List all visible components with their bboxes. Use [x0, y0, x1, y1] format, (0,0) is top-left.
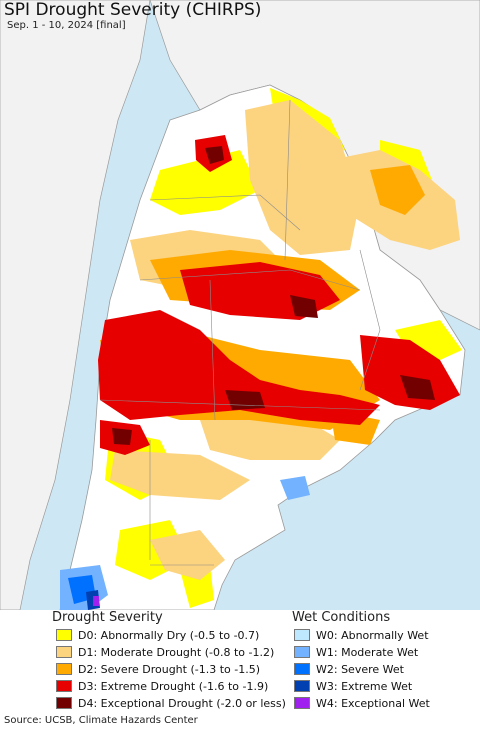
- legend-label: D0: Abnormally Dry (-0.5 to -0.7): [78, 628, 260, 642]
- legend-item-d0: D0: Abnormally Dry (-0.5 to -0.7): [56, 627, 259, 643]
- legend-item-d4: D4: Exceptional Drought (-2.0 or less): [56, 695, 286, 711]
- province-borders: [99, 99, 381, 566]
- legend-swatch: [56, 646, 72, 658]
- legend-swatch: [56, 680, 72, 692]
- legend-swatch: [56, 663, 72, 675]
- legend-label: D3: Extreme Drought (-1.6 to -1.9): [78, 679, 269, 693]
- legend: Drought Severity Wet Conditions D0: Abno…: [0, 610, 480, 714]
- legend-label: W4: Exceptional Wet: [316, 696, 430, 710]
- legend-label: W1: Moderate Wet: [316, 645, 419, 659]
- d3-areas: [98, 135, 460, 455]
- legend-swatch: [56, 697, 72, 709]
- legend-label: D4: Exceptional Drought (-2.0 or less): [78, 696, 286, 710]
- legend-item-d1: D1: Moderate Drought (-0.8 to -1.2): [56, 644, 274, 660]
- legend-swatch: [294, 680, 310, 692]
- drought-legend-heading: Drought Severity: [52, 610, 163, 625]
- legend-label: D1: Moderate Drought (-0.8 to -1.2): [78, 645, 275, 659]
- legend-label: D2: Severe Drought (-1.3 to -1.5): [78, 662, 261, 676]
- wet-areas: [60, 476, 310, 610]
- legend-swatch: [294, 646, 310, 658]
- legend-item-w1: W1: Moderate Wet: [294, 644, 418, 660]
- legend-label: W0: Abnormally Wet: [316, 628, 429, 642]
- wet-legend-heading: Wet Conditions: [292, 610, 391, 625]
- legend-item-w2: W2: Severe Wet: [294, 661, 404, 677]
- legend-swatch: [294, 663, 310, 675]
- legend-swatch: [56, 629, 72, 641]
- legend-item-w3: W3: Extreme Wet: [294, 678, 412, 694]
- map-canvas: [0, 0, 480, 610]
- legend-label: W2: Severe Wet: [316, 662, 404, 676]
- drought-map: SPI Drought Severity (CHIRPS) Sep. 1 - 1…: [0, 0, 480, 610]
- legend-item-d3: D3: Extreme Drought (-1.6 to -1.9): [56, 678, 268, 694]
- legend-label: W3: Extreme Wet: [316, 679, 413, 693]
- source-credit: Source: UCSB, Climate Hazards Center: [4, 715, 198, 726]
- neighbor-land-west: [0, 0, 151, 610]
- legend-swatch: [294, 629, 310, 641]
- legend-item-w0: W0: Abnormally Wet: [294, 627, 429, 643]
- map-title: SPI Drought Severity (CHIRPS): [4, 0, 262, 20]
- map-subtitle: Sep. 1 - 10, 2024 [final]: [7, 20, 126, 31]
- legend-item-w4: W4: Exceptional Wet: [294, 695, 430, 711]
- legend-item-d2: D2: Severe Drought (-1.3 to -1.5): [56, 661, 260, 677]
- legend-swatch: [294, 697, 310, 709]
